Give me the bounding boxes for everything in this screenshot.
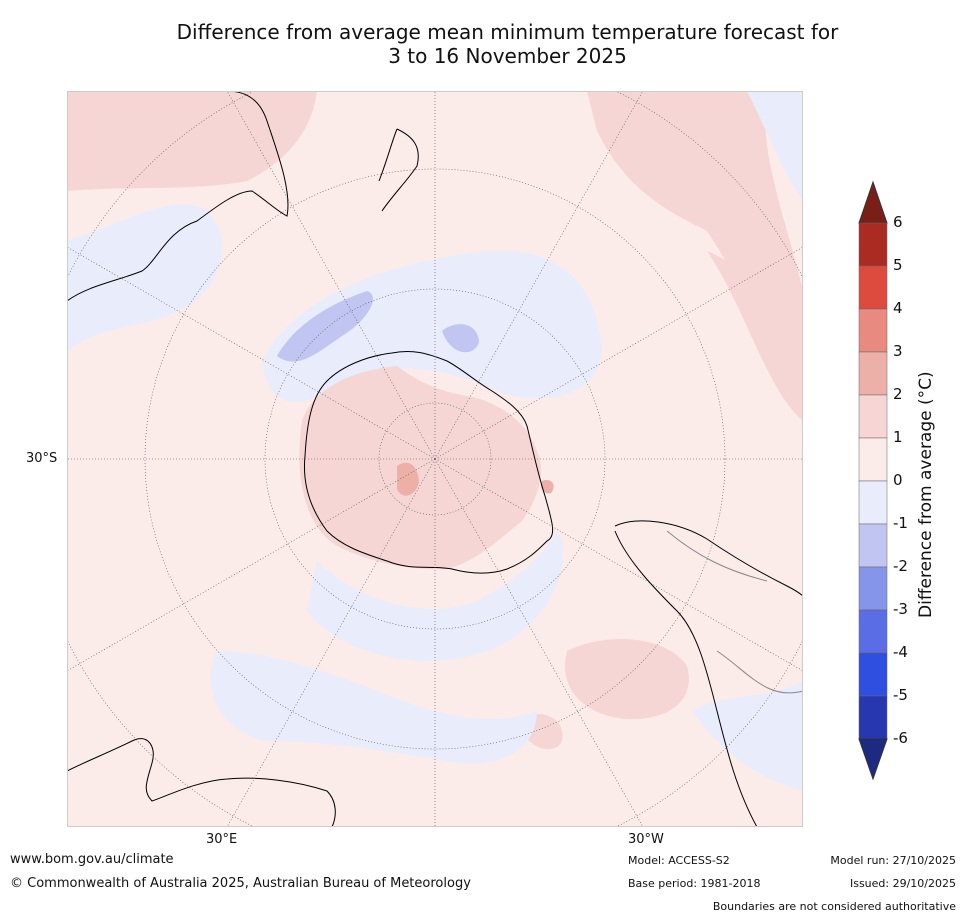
anomaly-zone-cool [210, 651, 537, 764]
colorbar-arrow-bottom [858, 738, 888, 781]
colorbar-tick-label: 4 [893, 299, 903, 317]
colorbar-segment [858, 222, 888, 267]
footer-base-period: Base period: 1981-2018 [628, 877, 761, 890]
colorbar-segment [858, 308, 888, 353]
colorbar: 6 5 4 3 2 1 0 -1 -2 -3 -4 -5 -6 [855, 180, 965, 785]
lat-label-30s: 30°S [26, 451, 58, 466]
colorbar-label: Difference from average (°C) [916, 371, 936, 618]
colorbar-tick-label: -5 [893, 686, 908, 704]
anomaly-zone-antarctica [299, 366, 542, 570]
footer-model: Model: ACCESS-S2 [628, 854, 730, 867]
colorbar-tick-label: 6 [893, 213, 903, 231]
colorbar-segment [858, 652, 888, 697]
anomaly-zone-cold [442, 324, 479, 353]
anomaly-zone-cool [262, 250, 602, 403]
colorbar-segment [858, 609, 888, 654]
footer-issued: Issued: 29/10/2025 [849, 877, 956, 890]
colorbar-segment [858, 437, 888, 482]
colorbar-tick-label: -6 [893, 729, 908, 747]
colorbar-tick-label: 1 [893, 428, 903, 446]
australia-coastline [67, 91, 289, 302]
anomaly-zone-hotspot [397, 462, 419, 496]
footer-disclaimer: Boundaries are not considered authoritat… [712, 900, 956, 913]
anomaly-zone-warm [565, 639, 689, 720]
colorbar-segment [858, 566, 888, 611]
title-line-1: Difference from average mean minimum tem… [176, 20, 839, 44]
anomaly-zone-cool [692, 681, 803, 791]
colorbar-tick-label: 0 [893, 471, 903, 489]
anomaly-zone-cool [67, 204, 222, 351]
colorbar-tick-label: 5 [893, 256, 903, 274]
footer-copyright: © Commonwealth of Australia 2025, Austra… [10, 876, 471, 891]
colorbar-segment [858, 351, 888, 396]
graticule [67, 91, 803, 827]
south-america-coastline [614, 520, 803, 827]
anomaly-zone-cool [307, 531, 564, 662]
colorbar-segment [858, 695, 888, 740]
colorbar-tick-label: -3 [893, 600, 908, 618]
polar-map [67, 91, 803, 827]
anomaly-zone-cold [277, 291, 373, 362]
south-america-border [666, 530, 803, 694]
colorbar-tick-label: 3 [893, 342, 903, 360]
africa-coastline [67, 738, 336, 827]
colorbar-tick-label: -1 [893, 514, 908, 532]
colorbar-graphic [858, 180, 888, 781]
anomaly-zone-warm [67, 91, 317, 191]
colorbar-segment [858, 265, 888, 310]
lon-label-30w: 30°W [628, 832, 664, 847]
colorbar-tick-label: 2 [893, 385, 903, 403]
title-line-2: 3 to 16 November 2025 [388, 44, 627, 68]
map-title: Difference from average mean minimum tem… [0, 20, 965, 68]
colorbar-arrow-top [858, 180, 888, 224]
colorbar-tick-label: -2 [893, 557, 908, 575]
anomaly-zone-cool [747, 91, 803, 201]
colorbar-segment [858, 523, 888, 568]
anomaly-zone-hotspot [541, 480, 554, 494]
lon-label-30e: 30°E [206, 832, 238, 847]
footer-url: www.bom.gov.au/climate [10, 852, 174, 867]
new-zealand-coastline [378, 128, 419, 212]
colorbar-segment [858, 480, 888, 525]
anomaly-zone-warm [587, 91, 803, 391]
antarctica-coastline [303, 350, 554, 574]
anomaly-zone-warm [707, 251, 803, 421]
footer-model-run: Model run: 27/10/2025 [830, 854, 956, 867]
colorbar-segment [858, 394, 888, 439]
colorbar-tick-label: -4 [893, 643, 908, 661]
